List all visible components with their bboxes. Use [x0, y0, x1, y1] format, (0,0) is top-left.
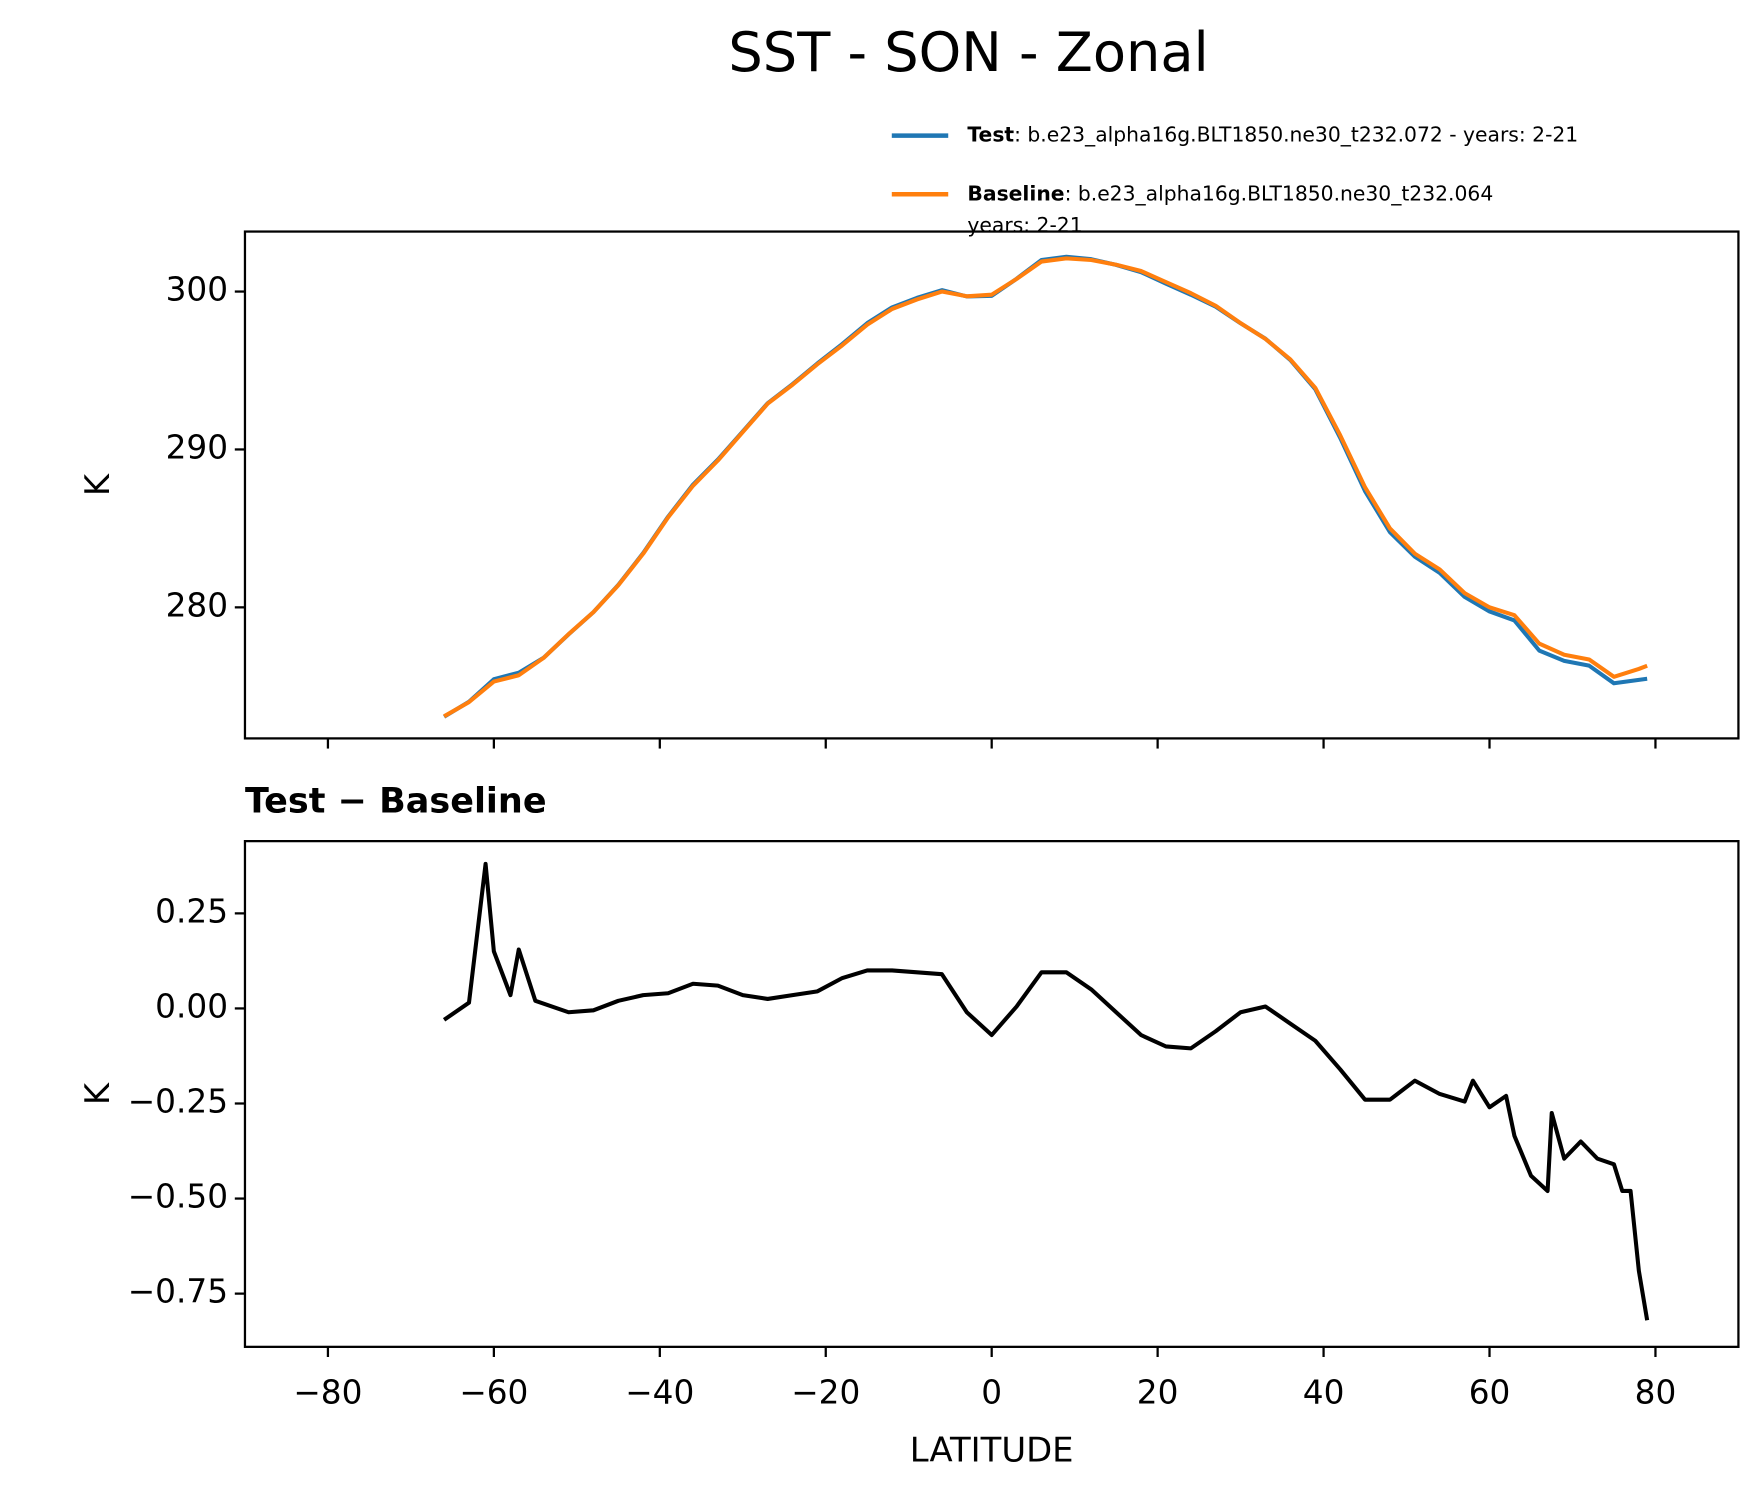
x-tick-label: 60 [1469, 1373, 1511, 1411]
x-tick-label: −80 [293, 1373, 362, 1411]
x-tick-label: 0 [981, 1373, 1002, 1411]
y-tick-label: 290 [166, 428, 228, 466]
legend-label: Test: b.e23_alpha16g.BLT1850.ne30_t232.0… [967, 123, 1578, 148]
x-tick-label: −40 [625, 1373, 694, 1411]
axes-frame [243, 840, 1740, 1348]
x-tick-label: 40 [1303, 1373, 1345, 1411]
y-axis-label: K [78, 1082, 117, 1105]
data-line [442, 861, 1650, 1321]
y-tick-label: −0.50 [128, 1178, 228, 1216]
x-tick-label: 20 [1137, 1373, 1179, 1411]
legend-name: Test [967, 123, 1014, 147]
y-tick-label: 280 [166, 586, 228, 624]
legend-description: : b.e23_alpha16g.BLT1850.ne30_t232.064 [1065, 181, 1494, 206]
data-line [443, 254, 1648, 719]
x-tick-label: 80 [1635, 1373, 1677, 1411]
figure-title: SST - SON - Zonal [728, 21, 1208, 84]
x-tick-label: −20 [791, 1373, 860, 1411]
axes-frame [243, 230, 1740, 740]
y-tick-label: 300 [166, 271, 228, 309]
legend-description: years: 2-21 [967, 213, 1082, 237]
legend-description: : b.e23_alpha16g.BLT1850.ne30_t232.072 -… [1014, 123, 1578, 148]
y-tick-label: −0.25 [128, 1082, 228, 1120]
data-line [443, 256, 1648, 719]
x-tick-label: −60 [459, 1373, 528, 1411]
panel-title: Test − Baseline [245, 782, 547, 822]
x-axis-label: LATITUDE [910, 1430, 1074, 1469]
y-tick-label: 0.25 [155, 892, 228, 930]
y-tick-label: −0.75 [128, 1273, 228, 1311]
legend-name: Baseline [967, 181, 1064, 205]
y-axis-label: K [78, 473, 117, 496]
y-tick-label: 0.00 [155, 987, 228, 1025]
legend-label: Baseline: b.e23_alpha16g.BLT1850.ne30_t2… [967, 181, 1493, 206]
